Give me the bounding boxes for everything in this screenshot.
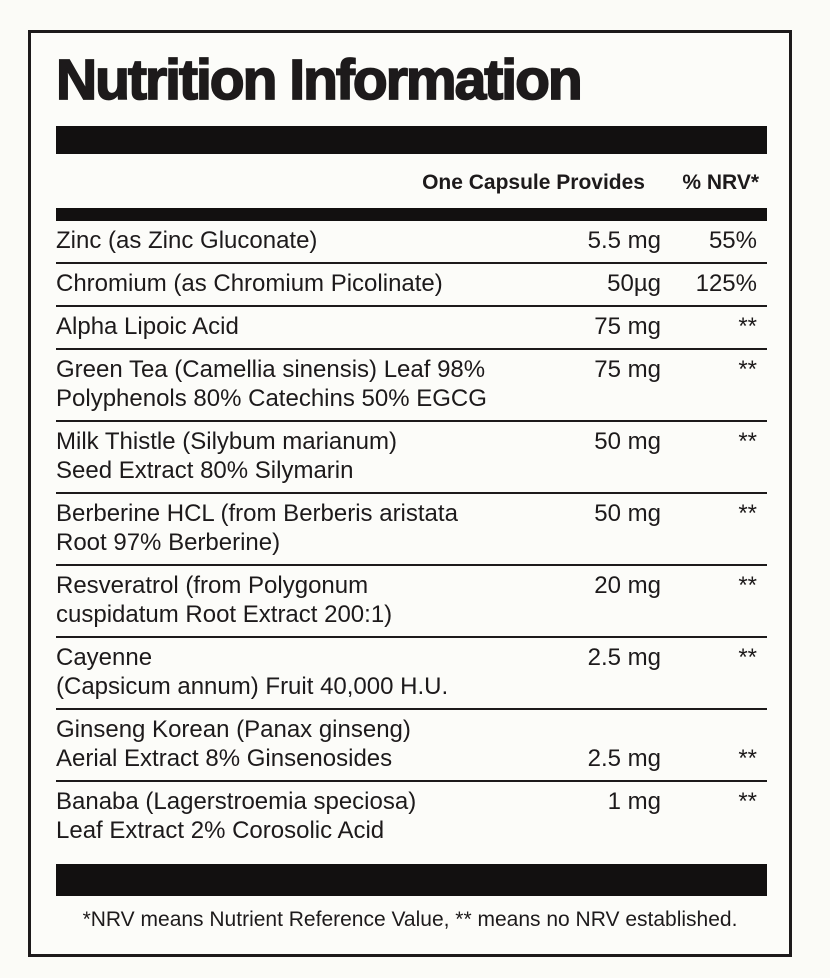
ingredient-nrv: 55%	[708, 227, 757, 254]
page-title: Nutrition Information	[55, 48, 583, 112]
ingredient-amount: 20 mg	[594, 572, 661, 599]
ingredient-amount: 75 mg	[594, 356, 661, 383]
ingredient-name: Chromium (as Chromium Picolinate)	[56, 270, 443, 297]
ingredient-amount: 75 mg	[594, 313, 661, 340]
ingredient-nrv: **	[738, 788, 757, 815]
ingredient-nrv: **	[738, 572, 757, 599]
ingredient-nrv: **	[738, 644, 757, 671]
ingredient-nrv: **	[738, 428, 757, 455]
ingredient-name: Alpha Lipoic Acid	[56, 313, 239, 340]
table-row: Cayenne (Capsicum annum) Fruit 40,000 H.U…	[56, 636, 767, 708]
ingredient-amount: 2.5 mg	[587, 644, 661, 671]
ingredient-table: Zinc (as Zinc Gluconate) 5.5 mg 55% Chro…	[56, 221, 767, 852]
ingredient-amount: 2.5 mg	[587, 745, 661, 772]
ingredient-amount: 1 mg	[607, 788, 661, 815]
nrv-footnote: *NRV means Nutrient Reference Value, ** …	[82, 908, 738, 931]
title-divider-bar	[56, 126, 767, 154]
ingredient-name: Resveratrol (from Polygonum cuspidatum Ro…	[56, 572, 393, 628]
table-row: Banaba (Lagerstroemia speciosa) Leaf Extr…	[56, 780, 767, 852]
ingredient-name: Zinc (as Zinc Gluconate)	[56, 227, 318, 254]
ingredient-name: Green Tea (Camellia sinensis) Leaf 98% Po…	[56, 356, 487, 412]
table-row: Alpha Lipoic Acid 75 mg **	[56, 305, 767, 348]
ingredient-nrv: **	[738, 500, 757, 527]
ingredient-amount: 50 mg	[594, 500, 661, 527]
ingredient-nrv: 125%	[695, 270, 757, 297]
ingredient-nrv: **	[738, 313, 757, 340]
ingredient-name: Milk Thistle (Silybum marianum) Seed Extr…	[56, 428, 397, 484]
table-row: Resveratrol (from Polygonum cuspidatum Ro…	[56, 564, 767, 636]
table-row: Milk Thistle (Silybum marianum) Seed Extr…	[56, 420, 767, 492]
table-header-row: One Capsule Provides % NRV*	[56, 154, 767, 208]
ingredient-name: Ginseng Korean (Panax ginseng) Aerial Ext…	[56, 716, 411, 772]
nutrition-label-panel: Nutrition Information One Capsule Provid…	[28, 30, 792, 957]
ingredient-amount: 50µg	[607, 270, 661, 297]
table-row: Berberine HCL (from Berberis aristata Roo…	[56, 492, 767, 564]
ingredient-name: Banaba (Lagerstroemia speciosa) Leaf Extr…	[56, 788, 417, 844]
table-row: Ginseng Korean (Panax ginseng) Aerial Ext…	[56, 708, 767, 780]
footer-divider-bar	[56, 864, 767, 896]
ingredient-nrv: **	[738, 745, 757, 772]
ingredient-name: Berberine HCL (from Berberis aristata Roo…	[56, 500, 458, 556]
ingredient-name: Cayenne (Capsicum annum) Fruit 40,000 H.U…	[56, 644, 449, 700]
header-divider-bar	[56, 208, 767, 221]
table-row: Zinc (as Zinc Gluconate) 5.5 mg 55%	[56, 221, 767, 262]
ingredient-amount: 5.5 mg	[587, 227, 661, 254]
table-row: Green Tea (Camellia sinensis) Leaf 98% Po…	[56, 348, 767, 420]
table-row: Chromium (as Chromium Picolinate) 50µg 1…	[56, 262, 767, 305]
column-header-nrv: % NRV*	[682, 171, 759, 194]
ingredient-amount: 50 mg	[594, 428, 661, 455]
column-header-amount: One Capsule Provides	[422, 171, 645, 194]
ingredient-nrv: **	[738, 356, 757, 383]
